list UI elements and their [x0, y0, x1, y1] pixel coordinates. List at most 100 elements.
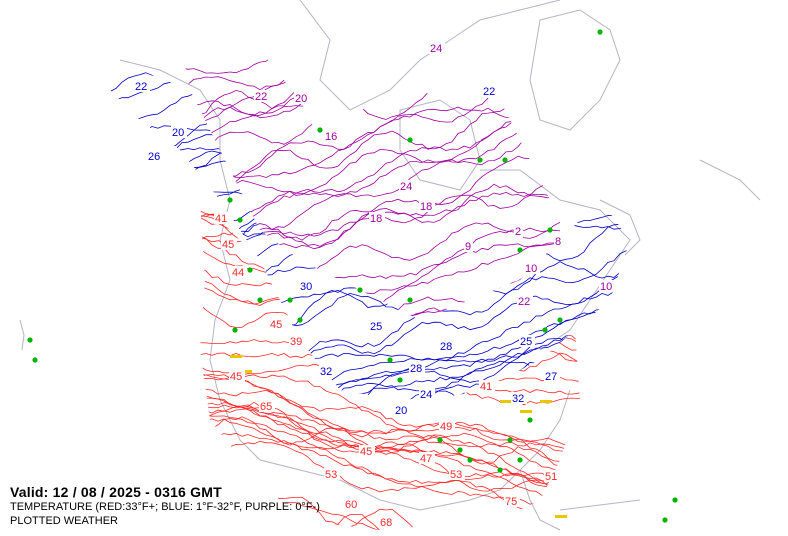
cold-isotherm [100, 247, 630, 400]
warm-isotherm [200, 248, 580, 358]
cold-isotherm [100, 246, 630, 357]
warm-isotherm [200, 215, 580, 369]
label-bg [299, 280, 315, 292]
warm-isotherm [200, 200, 580, 283]
warm-isotherm [200, 328, 580, 404]
isotherm-label: 27 [545, 371, 557, 383]
precip-symbol [555, 515, 567, 518]
warm-isotherm [200, 432, 580, 517]
coastline [559, 499, 641, 511]
label-bg [449, 468, 465, 480]
warm-isotherm [80, 1, 680, 143]
label-bg [599, 280, 615, 292]
weather-symbol [387, 357, 393, 363]
label-bg [514, 225, 523, 237]
cold-isotherm [100, 322, 630, 400]
warm-isotherm [80, 1, 680, 142]
isotherm-label: 45 [230, 371, 242, 383]
isotherm-label: 45 [270, 319, 282, 331]
label-bg [369, 320, 385, 332]
warm-isotherm [80, 32, 680, 163]
isotherm-label: 26 [148, 151, 160, 163]
warm-isotherm [80, 77, 680, 179]
warm-isotherm [80, 108, 680, 190]
isotherm-label: 24 [420, 389, 432, 401]
weather-symbol [507, 437, 513, 443]
label-bg [171, 126, 187, 138]
warm-isotherm [80, 1, 680, 87]
label-bg [419, 388, 435, 400]
isotherm-label: 28 [410, 363, 422, 375]
weather-symbol [457, 447, 463, 453]
warm-isotherm [80, 46, 680, 124]
label-bg [429, 42, 445, 54]
label-bg [359, 445, 375, 457]
warm-isotherm [200, 392, 580, 505]
very-cold-isotherm [180, 42, 560, 227]
weather-symbol [232, 327, 238, 333]
isotherm-label: 24 [400, 181, 412, 193]
label-bg [464, 240, 473, 252]
label-bg [324, 468, 340, 480]
coastline [699, 159, 761, 201]
very-cold-isotherm [180, 40, 560, 178]
label-bg [399, 180, 415, 192]
warm-isotherm [80, 1, 680, 121]
isotherm-label: 45 [360, 446, 372, 458]
label-bg [319, 365, 335, 377]
isotherm-label: 30 [300, 281, 312, 293]
precip-symbol [540, 400, 552, 403]
label-bg [394, 404, 410, 416]
very-cold-isotherm [80, 336, 680, 495]
coastline [119, 59, 221, 160]
isotherm-label: 32 [320, 366, 332, 378]
very-cold-isotherm [180, 40, 560, 189]
weather-symbol [27, 337, 33, 343]
very-cold-isotherm [180, 40, 560, 137]
cold-isotherm [100, 183, 630, 313]
weather-symbol [547, 227, 553, 233]
warm-isotherm [200, 405, 580, 530]
label-bg [519, 335, 535, 347]
label-bg [419, 200, 435, 212]
label-bg [379, 516, 395, 528]
cold-isotherm [100, 314, 630, 400]
label-bg [254, 90, 270, 102]
warm-isotherm [200, 269, 580, 353]
cold-isotherm [100, 70, 630, 81]
valid-time: Valid: 12 / 08 / 2025 - 0316 GMT [10, 484, 222, 500]
isotherm-label: 8 [555, 236, 561, 248]
isotherm-label: 16 [325, 131, 337, 143]
warm-isotherm [200, 200, 580, 226]
weather-symbol [407, 297, 413, 303]
isotherm-label: 39 [290, 336, 302, 348]
warm-isotherm [200, 398, 580, 457]
weather-symbol [527, 417, 533, 423]
very-cold-isotherm [180, 92, 560, 264]
weather-symbol [517, 247, 523, 253]
coastline [19, 319, 25, 351]
isotherm-label: 24 [430, 43, 442, 55]
very-cold-isotherm [180, 182, 560, 320]
label-bg [409, 362, 425, 374]
very-cold-isotherm [180, 40, 560, 139]
very-cold-isotherm [180, 258, 560, 320]
very-cold-isotherm [180, 111, 560, 320]
isotherm-label: 68 [380, 517, 392, 529]
weather-symbol [477, 157, 483, 163]
warm-isotherm [200, 200, 580, 286]
isotherm-label: 47 [420, 453, 432, 465]
cold-isotherm [100, 70, 630, 72]
label-bg [511, 392, 527, 404]
cold-isotherm [100, 341, 630, 400]
coastline [599, 199, 641, 256]
isotherm-label: 28 [440, 341, 452, 353]
label-bg [439, 340, 455, 352]
warm-isotherm [80, 1, 680, 113]
isotherm-label: 25 [520, 336, 532, 348]
plotted-weather-label: PLOTTED WEATHER [10, 515, 118, 527]
very-cold-isotherm [180, 64, 560, 278]
label-bg [544, 470, 560, 482]
isotherm-label: 51 [545, 471, 557, 483]
